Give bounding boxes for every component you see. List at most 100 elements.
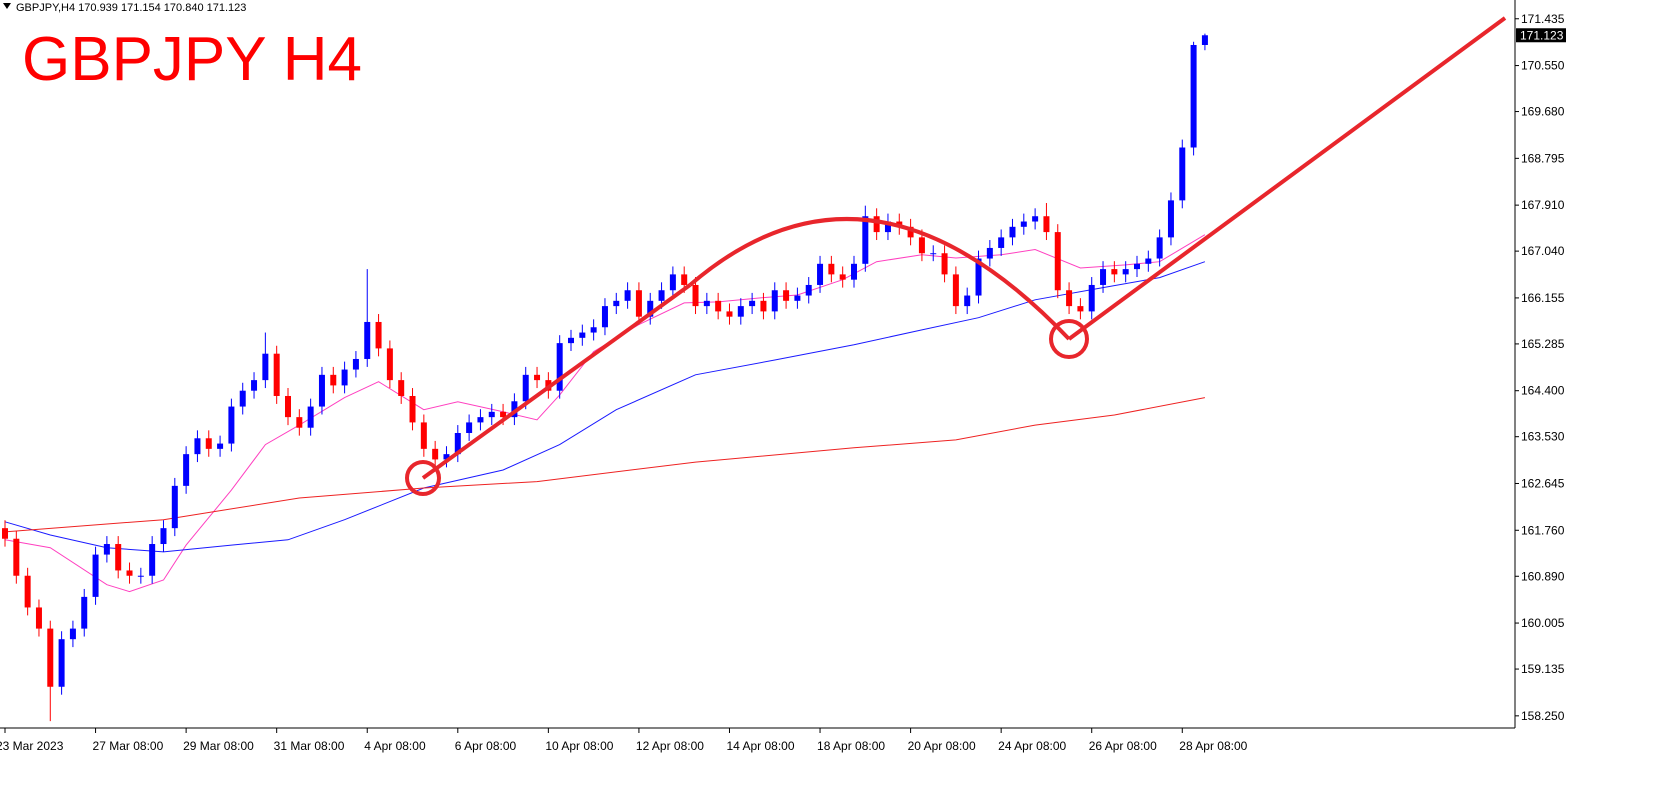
- x-tick-label: 6 Apr 08:00: [455, 739, 517, 753]
- candle-body: [92, 554, 99, 597]
- candle-body: [1043, 216, 1050, 233]
- candle-body: [58, 639, 65, 687]
- y-tick-label: 171.435: [1521, 12, 1565, 26]
- candle-body: [137, 575, 144, 577]
- menu-triangle[interactable]: [3, 3, 11, 9]
- candle-body: [307, 406, 314, 428]
- candle-body: [692, 284, 699, 307]
- candle-body: [47, 628, 54, 687]
- plot-area: [2, 33, 1208, 722]
- candle-body: [986, 247, 993, 259]
- candle-body: [1134, 263, 1140, 270]
- candle-body: [1111, 269, 1118, 275]
- candle-body: [488, 411, 495, 418]
- candle-body: [2, 528, 8, 539]
- candle-body: [477, 417, 484, 423]
- candle-body: [839, 274, 846, 280]
- candle-body: [930, 253, 937, 255]
- candle-body: [183, 454, 190, 486]
- candle-body: [420, 422, 427, 449]
- candle-body: [273, 353, 280, 396]
- info-line: GBPJPY,H4 170.939 171.154 170.840 171.12…: [16, 2, 246, 14]
- candle-body: [884, 221, 891, 233]
- candle-body: [579, 332, 586, 338]
- candle-body: [103, 544, 110, 555]
- candle-body: [1054, 232, 1061, 291]
- candle-body: [511, 401, 518, 418]
- moving-average: [4, 234, 1206, 593]
- x-tick-label: 31 Mar 08:00: [274, 739, 345, 753]
- x-tick-label: 26 Apr 08:00: [1089, 739, 1157, 753]
- y-tick-label: 167.040: [1521, 244, 1565, 258]
- x-tick-label: 23 Mar 2023: [0, 739, 64, 753]
- candle-body: [613, 300, 620, 307]
- current-price-box: [1516, 28, 1566, 43]
- candle-body: [952, 274, 959, 307]
- candle-body: [907, 226, 914, 238]
- candle-body: [352, 358, 359, 370]
- annotation-circle: [1049, 319, 1089, 359]
- moving-average: [4, 261, 1206, 553]
- x-tick-label: 12 Apr 08:00: [636, 739, 704, 753]
- candle-body: [964, 295, 971, 307]
- candle-body: [500, 411, 507, 418]
- current-price-label: 171.123: [1520, 28, 1564, 42]
- x-tick-label: 14 Apr 08:00: [726, 739, 794, 753]
- candle-body: [726, 311, 733, 317]
- candle-body: [658, 290, 665, 301]
- candle-body: [737, 306, 744, 317]
- candle-body: [568, 337, 574, 344]
- annotation: [405, 16, 1507, 496]
- candle-body: [126, 570, 133, 576]
- candle-body: [1179, 147, 1186, 201]
- candle-body: [171, 485, 178, 529]
- candle-body: [1009, 226, 1016, 238]
- candle-body: [81, 596, 88, 629]
- y-tick-label: 169.680: [1521, 105, 1565, 119]
- candle-body: [522, 374, 529, 402]
- candle-body: [669, 274, 676, 291]
- candle-body: [318, 374, 325, 407]
- candle-body: [635, 290, 642, 317]
- y-tick-label: 163.530: [1521, 430, 1565, 444]
- x-tick-label: 29 Mar 08:00: [183, 739, 254, 753]
- y-tick-label: 167.910: [1521, 198, 1565, 212]
- candle-body: [828, 263, 835, 275]
- candle-body: [918, 237, 925, 254]
- candle-body: [24, 575, 31, 608]
- candle-body: [194, 438, 201, 455]
- annotation-line: [1067, 16, 1507, 341]
- candle-body: [115, 544, 122, 571]
- candle-body: [590, 327, 597, 333]
- candle-body: [715, 300, 722, 312]
- candle-body: [160, 528, 167, 545]
- candle-body: [534, 374, 541, 381]
- y-tick-label: 166.155: [1521, 291, 1565, 305]
- x-tick-label: 10 Apr 08:00: [545, 739, 613, 753]
- candle-body: [601, 306, 608, 328]
- candle-body: [1088, 284, 1095, 312]
- x-tick-label: 27 Mar 08:00: [93, 739, 164, 753]
- y-tick-label: 165.285: [1521, 337, 1565, 351]
- candle-body: [466, 422, 473, 433]
- candle-body: [681, 274, 688, 285]
- candle-body: [35, 607, 42, 629]
- candle-body: [1201, 35, 1208, 45]
- x-tick-label: 18 Apr 08:00: [817, 739, 885, 753]
- candle-body: [975, 258, 982, 296]
- candle-body: [703, 300, 710, 307]
- x-tick-label: 20 Apr 08:00: [908, 739, 976, 753]
- candle-body: [409, 395, 416, 423]
- annotation-circle: [405, 460, 441, 496]
- candle-body: [1066, 290, 1073, 307]
- candle-body: [1167, 200, 1174, 238]
- candle-body: [1020, 221, 1027, 227]
- candle-body: [364, 321, 371, 359]
- candle-body: [805, 284, 812, 296]
- candle-body: [873, 216, 880, 233]
- candle-body: [443, 454, 450, 460]
- candle-body: [262, 353, 269, 381]
- candle-body: [386, 348, 393, 381]
